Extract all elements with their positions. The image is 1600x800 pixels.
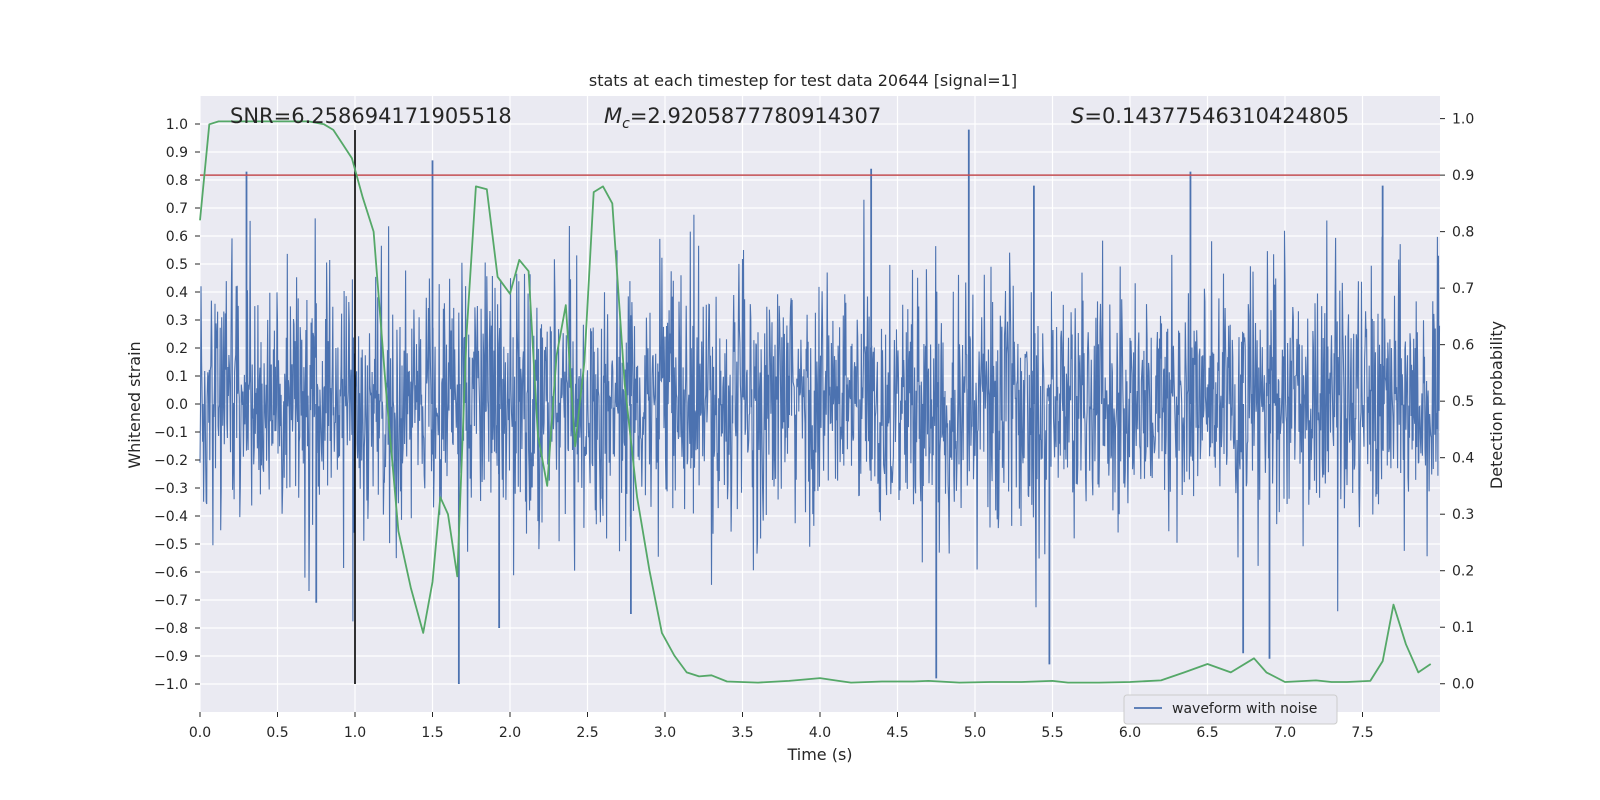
probability-line [199, 120, 1432, 684]
y2-tick-label: 0.9 [1452, 168, 1474, 184]
s-symbol: S [1071, 104, 1084, 128]
x-tick-label: 2.5 [576, 725, 598, 741]
x-tick-label: 7.0 [1274, 725, 1296, 741]
y-axis-label: Whitened strain [125, 341, 144, 468]
x-tick-label: 3.5 [731, 725, 753, 741]
y2-tick-label: 1.0 [1452, 112, 1474, 128]
y-tick-label: 0.9 [166, 145, 188, 161]
waveform-line [199, 199, 1441, 622]
y2-tick-label: 0.8 [1452, 225, 1474, 241]
x-tick-label: 6.0 [1119, 725, 1141, 741]
y-tick-label: 0.6 [166, 229, 188, 245]
y2-tick-label: 0.6 [1452, 338, 1474, 354]
y-tick-label: −0.3 [154, 481, 188, 497]
y-tick-label: 0.3 [166, 313, 188, 329]
y-tick-label: 1.0 [166, 117, 188, 133]
x-tick-label: 0.5 [266, 725, 288, 741]
y2-tick-label: 0.7 [1452, 281, 1474, 297]
y-tick-label: −0.6 [154, 565, 188, 581]
legend-box [1123, 694, 1338, 725]
chirp-mass-annotation: Mc=2.9205877780914307 [604, 104, 881, 132]
y-tick-label: 0.5 [166, 257, 188, 273]
y-tick-label: 0.8 [166, 173, 188, 189]
y-tick-label: −0.2 [154, 453, 188, 469]
y2-tick-label: 0.4 [1452, 451, 1474, 467]
y2-tick-label: 0.3 [1452, 507, 1474, 523]
chirp-mass-subscript: c [622, 116, 630, 132]
y-tick-label: 0.4 [166, 285, 188, 301]
y-tick-label: −0.7 [154, 593, 188, 609]
y-tick-label: 0.7 [166, 201, 188, 217]
y2-axis-label: Detection probability [1487, 321, 1506, 489]
y2-tick-label: 0.0 [1452, 677, 1474, 693]
x-axis-ticks: 0.0 0.5 1.0 1.5 2.0 2.5 3.0 3.5 4.0 4.5 5.0 5.5 6.0 6… [189, 712, 1374, 741]
y-tick-label: 0.1 [166, 369, 188, 385]
y2-tick-label: 0.2 [1452, 564, 1474, 580]
x-tick-label: 5.0 [964, 725, 986, 741]
x-tick-label: 2.0 [499, 725, 521, 741]
chart-title: stats at each timestep for test data 206… [589, 71, 1017, 90]
legend-label: waveform with noise [1172, 701, 1317, 717]
y-tick-label: −0.1 [154, 425, 188, 441]
snr-annotation: SNR=6.258694171905518 [230, 104, 512, 128]
x-tick-label: 7.5 [1351, 725, 1373, 741]
y-tick-label: −1.0 [154, 677, 188, 693]
chirp-mass-symbol: M [604, 104, 622, 128]
x-tick-label: 0.0 [189, 725, 211, 741]
s-value: =0.14377546310424805 [1084, 104, 1349, 128]
y2-tick-label: 0.1 [1452, 620, 1474, 636]
x-tick-label: 5.5 [1041, 725, 1063, 741]
s-annotation: S=0.14377546310424805 [1071, 104, 1349, 128]
x-tick-label: 4.5 [886, 725, 908, 741]
y-tick-label: −0.5 [154, 537, 188, 553]
x-tick-label: 3.0 [654, 725, 676, 741]
probability-series [199, 120, 1432, 684]
y-tick-label: 0.0 [166, 397, 188, 413]
x-tick-label: 1.5 [421, 725, 443, 741]
x-tick-label: 6.5 [1196, 725, 1218, 741]
y-tick-label: −0.4 [154, 509, 188, 525]
y-tick-label: −0.8 [154, 621, 188, 637]
y-axis-ticks: 1.0 0.9 0.8 0.7 0.6 0.5 0.4 0.3 0.2 0.1 0.0 −0.1 −0.… [154, 117, 200, 693]
x-tick-label: 1.0 [344, 725, 366, 741]
y2-tick-label: 0.5 [1452, 394, 1474, 410]
y-tick-label: −0.9 [154, 649, 188, 665]
x-tick-label: 4.0 [809, 725, 831, 741]
x-axis-label: Time (s) [786, 745, 852, 764]
y2-axis-ticks: 1.0 0.9 0.8 0.7 0.6 0.5 0.4 0.3 0.2 0.1 0.0 [1440, 112, 1474, 693]
overlay-lines [200, 130, 1440, 684]
y-tick-label: 0.2 [166, 341, 188, 357]
chirp-mass-value: =2.9205877780914307 [630, 104, 881, 128]
legend: waveform with noise [1123, 694, 1338, 725]
